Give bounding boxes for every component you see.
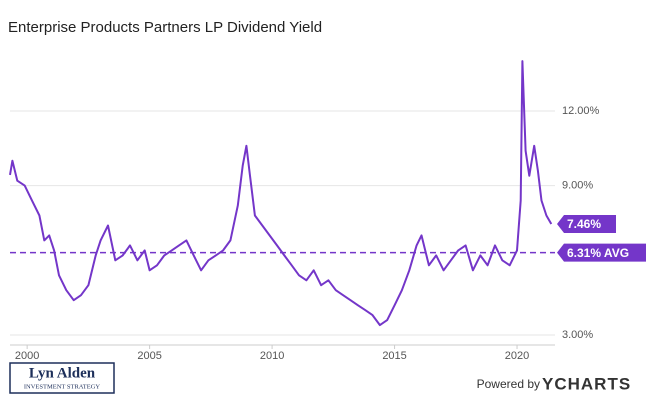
- logo-frame: [9, 362, 115, 394]
- average-label: 6.31% AVG: [567, 246, 629, 260]
- chart-title: Enterprise Products Partners LP Dividend…: [8, 19, 322, 36]
- logo-name: Lyn Alden: [29, 365, 96, 381]
- logo-tagline: INVESTMENT STRATEGY: [24, 383, 101, 390]
- x-tick-label: 2000: [15, 350, 39, 362]
- y-tick-label: 3.00%: [562, 329, 593, 341]
- last-value-label-box: [557, 214, 616, 233]
- x-tick-label: 2015: [382, 350, 406, 362]
- provider-logo: YCHARTS: [542, 374, 631, 393]
- x-tick-label: 2020: [505, 350, 529, 362]
- average-label-box: [557, 243, 646, 262]
- series-line: [9, 60, 553, 327]
- x-tick-label: 2005: [137, 350, 161, 362]
- y-tick-label: 12.00%: [562, 105, 600, 117]
- x-tick-label: 2010: [260, 350, 284, 362]
- logo: Lyn Alden INVESTMENT STRATEGY: [9, 362, 115, 394]
- powered-by: Powered by: [477, 377, 540, 391]
- y-tick-label: 9.00%: [562, 180, 593, 192]
- last-value-label: 7.46%: [567, 217, 601, 231]
